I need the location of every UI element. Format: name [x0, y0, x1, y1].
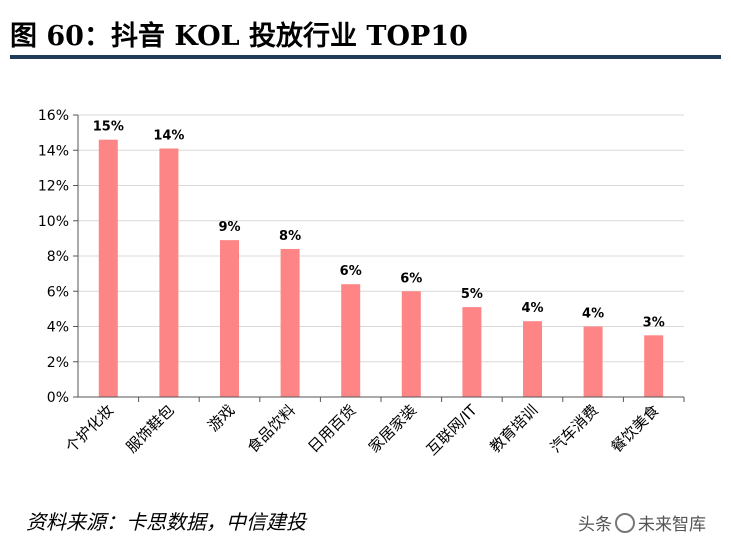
y-tick-label: 12%	[38, 179, 69, 195]
figure-title: 图 60：抖音 KOL 投放行业 TOP10	[10, 21, 468, 52]
y-axis: 0% 2% 4% 6% 8% 10% 12% 14% 16%	[38, 108, 79, 406]
bar	[98, 139, 118, 398]
source-note: 资料来源：卡思数据，中信建投	[26, 510, 306, 534]
bars	[98, 139, 664, 398]
camera-icon	[615, 513, 635, 533]
data-label: 5%	[461, 287, 483, 302]
x-tick-label: 互联网/IT	[423, 401, 481, 459]
y-tick-label: 4%	[47, 320, 69, 336]
bar	[341, 284, 361, 397]
x-tick-label: 教育培训	[486, 401, 541, 456]
data-label: 4%	[521, 301, 543, 316]
watermark: 头条 未来智库	[578, 510, 706, 535]
y-tick-label: 16%	[38, 108, 69, 124]
bar	[220, 240, 239, 397]
data-labels: 15% 14% 9% 8% 6% 6% 5% 4% 4% 3%	[93, 120, 665, 331]
y-tick-label: 10%	[38, 214, 69, 230]
bar-chart: 0% 2% 4% 6% 8% 10% 12% 14% 16% 15% 14% 9% 8% 6% 6% 5% 4…	[38, 108, 685, 459]
data-label: 6%	[400, 271, 422, 286]
x-tick-label: 日用百货	[304, 401, 359, 456]
x-tick-label: 食品饮料	[244, 401, 299, 456]
y-tick-label: 14%	[38, 143, 69, 159]
bar	[462, 307, 482, 397]
watermark-name: 未来智库	[638, 515, 706, 535]
data-label: 6%	[340, 264, 362, 279]
x-axis: 个护化妆 服饰鞋包 游戏 食品饮料 日用百货 家居家装 互联网/IT 教育培训 汽车消费 餐饮美食	[62, 396, 685, 459]
watermark-prefix: 头条	[578, 515, 612, 535]
bar	[583, 326, 603, 397]
data-label: 9%	[218, 220, 240, 235]
data-label: 15%	[93, 120, 124, 135]
bar	[523, 321, 542, 397]
y-tick-label: 2%	[47, 355, 69, 371]
x-tick-label: 家居家装	[365, 401, 420, 456]
data-label: 14%	[153, 128, 184, 143]
y-tick-label: 8%	[47, 249, 69, 265]
gridlines	[78, 114, 684, 363]
x-tick-label: 个护化妆	[62, 401, 117, 456]
x-tick-label: 餐饮美食	[607, 401, 662, 456]
data-label: 8%	[279, 229, 301, 244]
x-tick-label: 游戏	[204, 401, 238, 435]
data-label: 4%	[582, 307, 604, 322]
y-tick-label: 6%	[47, 284, 69, 300]
x-tick-label: 汽车消费	[547, 401, 602, 456]
data-label: 3%	[643, 315, 665, 330]
bar	[401, 291, 421, 397]
bar	[159, 148, 179, 397]
bar	[644, 335, 664, 397]
y-tick-label: 0%	[47, 390, 69, 406]
title-divider	[10, 55, 721, 59]
bar	[280, 248, 300, 397]
x-tick-label: 服饰鞋包	[123, 401, 178, 456]
